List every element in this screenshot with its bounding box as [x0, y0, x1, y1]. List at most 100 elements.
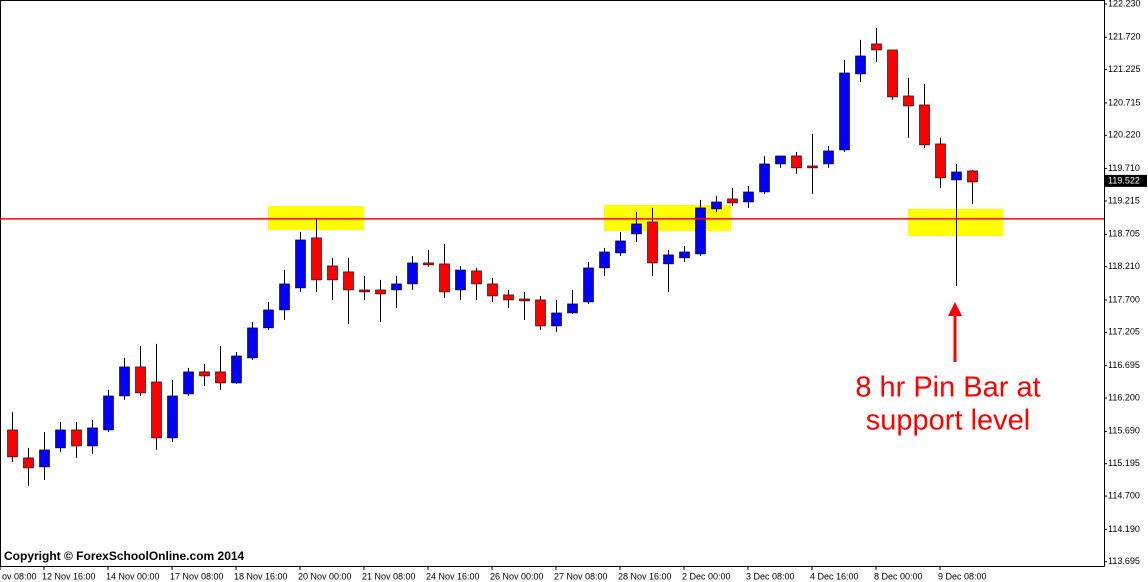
annotation: 8 hr Pin Bar at [855, 372, 1040, 404]
candle-body [823, 150, 834, 165]
y-tick-label: 116.695 [1108, 360, 1140, 370]
candle-body [615, 240, 626, 254]
y-tick-label: 119.215 [1108, 195, 1140, 205]
y-tick-label: 120.715 [1108, 97, 1141, 107]
x-tick-label: 9 Dec 08:00 [938, 571, 987, 581]
y-tick-label: 117.700 [1108, 294, 1140, 304]
candle-body [439, 263, 450, 293]
x-tick-label: 18 Nov 16:00 [234, 571, 288, 581]
candle-body [391, 283, 402, 291]
x-tick-label: 8 Dec 00:00 [874, 571, 923, 581]
y-tick-label: 113.695 [1108, 556, 1140, 566]
candle-body [775, 155, 786, 165]
zone-highlight [908, 209, 1003, 236]
annotation: support level [866, 405, 1030, 437]
x-tick-label: 17 Nov 08:00 [170, 571, 224, 581]
y-tick-label: 121.225 [1108, 64, 1141, 74]
y-tick-label: 118.705 [1108, 229, 1140, 239]
candle-body [871, 43, 882, 51]
candle-body [215, 371, 226, 384]
price-label: 119.522 [1108, 175, 1140, 185]
y-tick-label: 121.720 [1108, 32, 1141, 42]
candle-body [247, 327, 258, 359]
candle-body [711, 201, 722, 210]
candle-body [183, 371, 194, 395]
candle-body [119, 366, 130, 397]
candle-body [599, 251, 610, 269]
candles [7, 27, 978, 486]
y-tick-label: 115.690 [1108, 426, 1140, 436]
candle-body [71, 429, 82, 447]
x-tick-label: 27 Nov 08:00 [554, 571, 608, 581]
x-tick-label: 4 Dec 16:00 [810, 571, 859, 581]
zone-highlight [604, 205, 731, 231]
candle-body [343, 271, 354, 291]
candle-body [807, 165, 818, 169]
copyright: Copyright © ForexSchoolOnline.com 2014 [4, 549, 245, 563]
candle-body [423, 262, 434, 266]
candle-body [631, 223, 642, 235]
candle-body [455, 269, 466, 291]
y-tick-label: 115.195 [1108, 458, 1140, 468]
candle-body [39, 449, 50, 468]
candle-body [359, 289, 370, 293]
candle-body [759, 163, 770, 193]
candle-body [135, 366, 146, 394]
candle-body [407, 262, 418, 285]
x-tick-label: 26 Nov 00:00 [490, 571, 544, 581]
x-tick-label: 24 Nov 16:00 [426, 571, 480, 581]
candle-body [263, 309, 274, 329]
candle-body [327, 265, 338, 281]
y-tick-label: 116.200 [1108, 392, 1140, 402]
x-tick-label: 2 Dec 00:00 [682, 571, 731, 581]
candle-body [311, 237, 322, 281]
candle-body [647, 221, 658, 264]
arrow-head [948, 302, 962, 316]
candle-body [935, 143, 946, 179]
candle-body [519, 298, 530, 302]
y-tick-label: 122.230 [1108, 0, 1141, 8]
candle-body [839, 72, 850, 151]
candle-body [679, 251, 690, 259]
candle-body [103, 395, 114, 431]
x-tick-label: 14 Nov 00:00 [106, 571, 160, 581]
candle-body [855, 55, 866, 75]
candle-body [87, 427, 98, 447]
candle-body [487, 283, 498, 297]
candle-body [23, 457, 34, 469]
candle-body [743, 191, 754, 203]
candle-body [151, 381, 162, 439]
y-tick-label: 119.710 [1108, 163, 1140, 173]
candle-body [295, 239, 306, 289]
candle-body [663, 254, 674, 265]
x-tick-label: 21 Nov 08:00 [362, 571, 416, 581]
candle-body [535, 299, 546, 327]
candle-body [199, 371, 210, 377]
candle-body [583, 267, 594, 303]
y-tick-label: 114.190 [1108, 524, 1140, 534]
x-tick-label: 28 Nov 16:00 [618, 571, 672, 581]
candle-body [551, 312, 562, 327]
y-tick-label: 114.700 [1108, 490, 1140, 500]
candle-body [919, 104, 930, 146]
candle-body [791, 155, 802, 169]
price-label-box [1105, 174, 1147, 187]
x-tick-label: ov 08:00 [2, 571, 37, 581]
x-tick-label: 20 Nov 00:00 [298, 571, 352, 581]
y-tick-label: 120.220 [1108, 130, 1141, 140]
y-tick-label: 118.210 [1108, 261, 1140, 271]
candle-body [903, 95, 914, 107]
candle-body [567, 303, 578, 314]
candle-body [231, 355, 242, 384]
candle-body [7, 429, 18, 458]
y-tick-label: 117.205 [1108, 327, 1140, 337]
candle-body [167, 395, 178, 439]
x-tick-label: 12 Nov 16:00 [42, 571, 96, 581]
candle-body [279, 283, 290, 311]
candle-body [887, 49, 898, 98]
candle-body [967, 170, 978, 183]
candle-body [695, 207, 706, 255]
candle-body [55, 429, 66, 449]
candle-body [727, 198, 738, 204]
